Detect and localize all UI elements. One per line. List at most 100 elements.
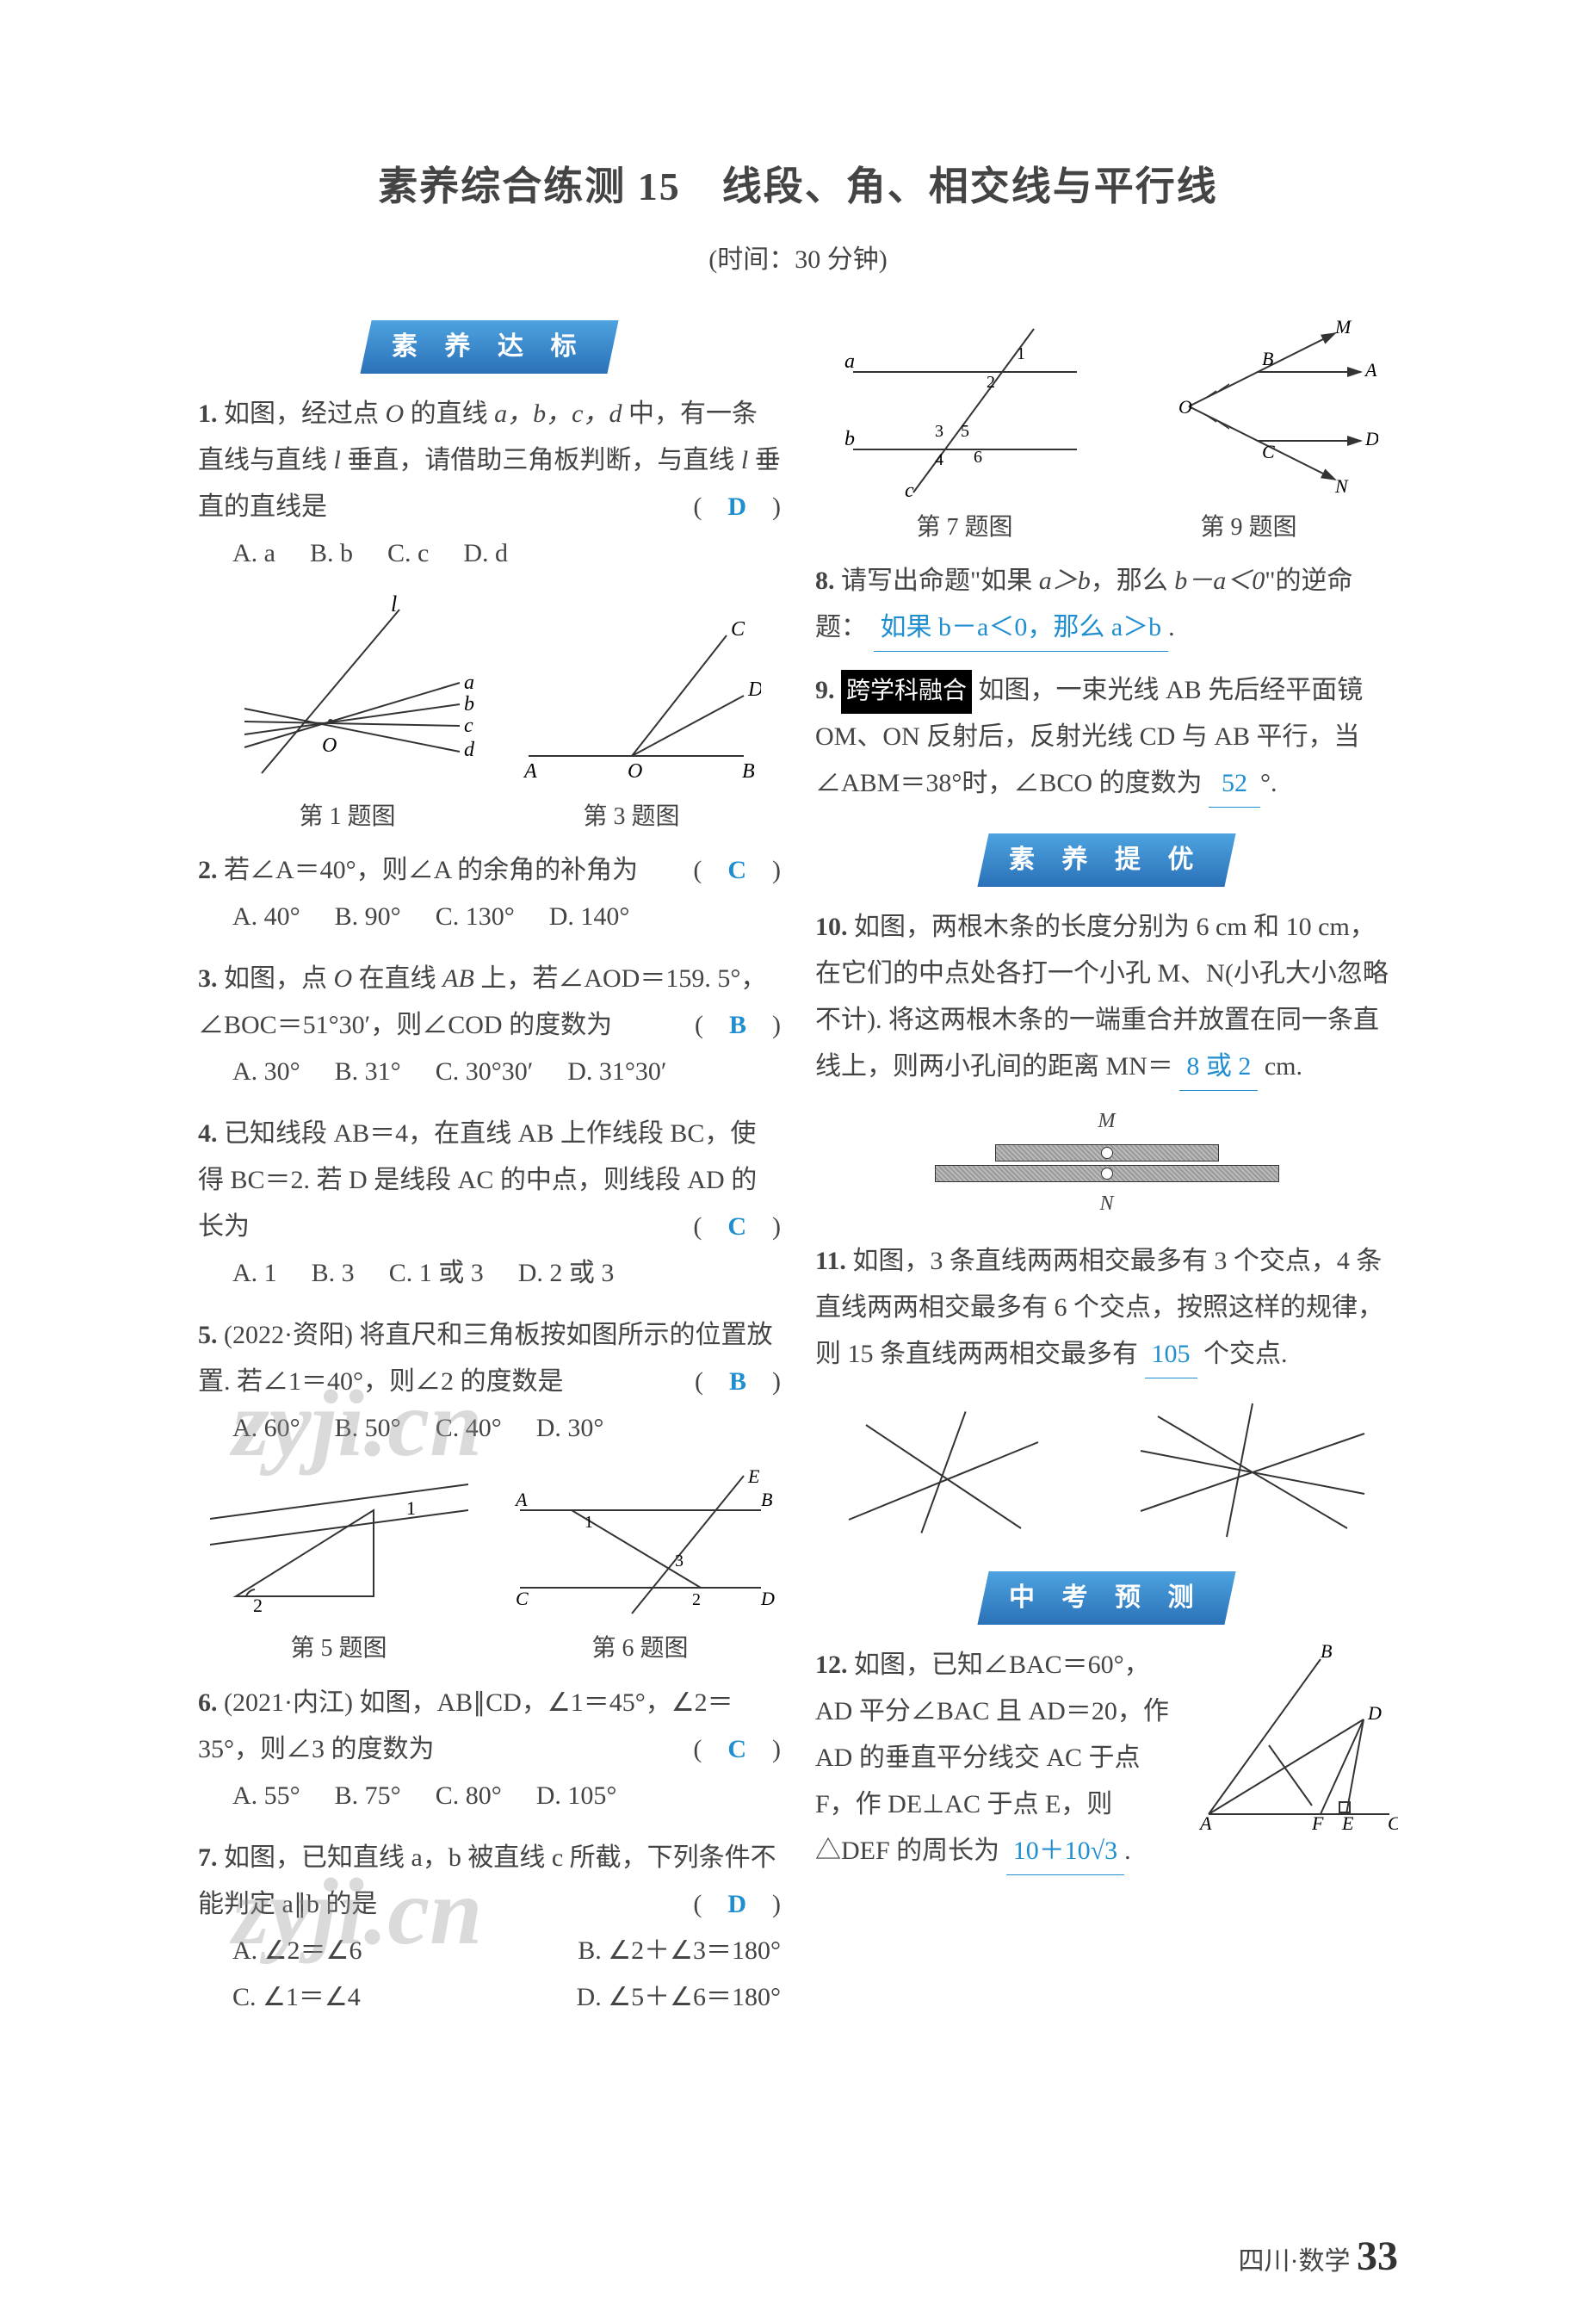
q2-choice-d: D. 140° (549, 894, 630, 940)
q10-unit: cm. (1258, 1052, 1302, 1081)
q11-num: 11. (815, 1247, 846, 1275)
q7-num: 7. (198, 1843, 218, 1872)
svg-text:N: N (1334, 475, 1349, 497)
svg-text:1: 1 (406, 1497, 416, 1519)
svg-text:d: d (464, 739, 475, 761)
svg-text:O: O (628, 760, 642, 783)
svg-text:B: B (1262, 348, 1273, 369)
q3-choice-a: A. 30° (232, 1049, 300, 1095)
q1-num: 1. (198, 400, 218, 428)
svg-text:B: B (742, 760, 755, 783)
q7-choice-d: D. ∠5＋∠6＝180° (577, 1974, 781, 2021)
fig1-caption: 第 1 题图 (219, 796, 477, 839)
fig3-caption: 第 3 题图 (503, 796, 761, 839)
question-1: 1. 如图，经过点 O 的直线 a，b，c，d 中，有一条直线与直线 l 垂直，… (198, 391, 781, 577)
q2-num: 2. (198, 856, 218, 884)
svg-text:A: A (1364, 359, 1377, 381)
q7-choice-b: B. ∠2＋∠3＝180° (578, 1928, 781, 1974)
q8-num: 8. (815, 567, 835, 595)
svg-text:O: O (322, 734, 337, 757)
q5-answer-paren: ( B ) (695, 1359, 781, 1405)
figure-5: 2 1 第 5 题图 (201, 1467, 477, 1670)
q3-answer-paren: ( B ) (695, 1002, 781, 1049)
fig10-label-n: N (815, 1186, 1398, 1223)
question-7: zyji.cn 7. 如图，已知直线 a，b 被直线 c 所截，下列条件不能判定… (198, 1835, 781, 2021)
q4-choices: A. 1 B. 3 C. 1 或 3 D. 2 或 3 (232, 1250, 781, 1297)
q3-choice-c: C. 30°30′ (436, 1049, 534, 1095)
q5-num: 5. (198, 1321, 218, 1349)
q6-choices: A. 55° B. 75° C. 80° D. 105° (232, 1773, 781, 1819)
fig10-label-m: M (815, 1103, 1398, 1140)
svg-text:B: B (761, 1489, 772, 1510)
svg-text:F: F (1311, 1812, 1324, 1834)
q6-choice-d: D. 105° (536, 1773, 617, 1819)
q3-choice-d: D. 31°30′ (567, 1049, 666, 1095)
svg-text:b: b (844, 428, 855, 450)
q9-num: 9. (815, 676, 835, 704)
q6-choice-c: C. 80° (436, 1773, 502, 1819)
figure-6: A B C D E 1 3 2 第 6 题图 (503, 1467, 778, 1670)
fig7-caption: 第 7 题图 (836, 506, 1094, 549)
q1-choice-a: A. a (232, 530, 275, 577)
svg-text:C: C (731, 618, 745, 641)
footer-label: 四川·数学 (1239, 2247, 1351, 2276)
figure-row-1-3: l a b c d O 第 1 题图 A O (198, 592, 781, 839)
q9-tag: 跨学科融合 (841, 670, 972, 713)
svg-text:M: M (1334, 320, 1352, 338)
left-column: 素 养 达 标 1. 如图，经过点 O 的直线 a，b，c，d 中，有一条直线与… (198, 310, 781, 2036)
q5-choice-c: C. 40° (436, 1405, 502, 1452)
q7-choice-c: C. ∠1＝∠4 (232, 1974, 361, 2021)
q4-answer-paren: ( C ) (693, 1204, 781, 1250)
svg-text:3: 3 (675, 1552, 684, 1570)
svg-text:1: 1 (585, 1513, 593, 1532)
q4-choice-c: C. 1 或 3 (389, 1250, 484, 1297)
q4-choice-b: B. 3 (312, 1250, 355, 1297)
q12-num: 12. (815, 1651, 848, 1679)
q4-choice-a: A. 1 (232, 1250, 277, 1297)
question-8: 8. 请写出命题"如果 a＞b，那么 b－a＜0"的逆命题： 如果 b－a＜0，… (815, 558, 1398, 652)
right-column: a b c 1 2 5 6 3 4 第 7 题图 (815, 310, 1398, 2036)
q10-num: 10. (815, 913, 848, 941)
q10-blank: 8 或 2 (1179, 1044, 1258, 1091)
q2-answer-paren: ( C ) (693, 847, 781, 894)
svg-text:A: A (523, 760, 537, 783)
q8-blank: 如果 b－a＜0，那么 a＞b (874, 604, 1169, 652)
svg-text:O: O (1178, 396, 1192, 418)
q2-text: 若∠A＝40°，则∠A 的余角的补角为 (224, 856, 638, 884)
section-banner-2: 素 养 提 优 (978, 833, 1236, 887)
q2-choices: A. 40° B. 90° C. 130° D. 140° (232, 894, 781, 940)
q9-unit: °. (1260, 769, 1277, 797)
svg-text:5: 5 (961, 422, 969, 441)
fig6-caption: 第 6 题图 (503, 1627, 778, 1670)
svg-text:a: a (844, 350, 855, 373)
page-title: 素养综合练测 15 线段、角、相交线与平行线 (198, 155, 1398, 212)
svg-text:E: E (747, 1467, 760, 1487)
svg-text:c: c (905, 480, 914, 501)
svg-text:C: C (1262, 441, 1275, 462)
q6-answer-paren: ( C ) (693, 1726, 781, 1773)
figure-row-5-6: 2 1 第 5 题图 A B C D E (198, 1467, 781, 1670)
svg-text:A: A (1198, 1812, 1212, 1834)
q1-answer-paren: ( D ) (693, 484, 781, 530)
figure-12: A B C D F E (1191, 1642, 1398, 1840)
footer-page-number: 33 (1357, 2233, 1398, 2279)
fig9-caption: 第 9 题图 (1120, 506, 1378, 549)
page-footer: 四川·数学 33 (1239, 2233, 1399, 2280)
q11-text: 如图，3 条直线两两相交最多有 3 个交点，4 条直线两两相交最多有 6 个交点… (815, 1247, 1383, 1368)
q5-choice-a: A. 60° (232, 1405, 300, 1452)
svg-text:D: D (1367, 1702, 1382, 1724)
time-limit: (时间：30 分钟) (198, 238, 1398, 276)
svg-text:4: 4 (935, 450, 943, 469)
svg-text:A: A (514, 1489, 528, 1510)
svg-text:D: D (1364, 428, 1378, 449)
figure-9: M N O B A C D 第 9 题图 (1120, 320, 1378, 549)
q7-answer-paren: ( D ) (693, 1881, 781, 1928)
question-3: 3. 如图，点 O 在直线 AB 上，若∠AOD＝159. 5°，∠BOC＝51… (198, 956, 781, 1095)
figure-11 (815, 1391, 1398, 1546)
q6-num: 6. (198, 1688, 218, 1717)
svg-text:C: C (516, 1588, 529, 1609)
svg-text:2: 2 (987, 373, 995, 392)
question-5: zyji.cn 5. (2022·资阳) 将直尺和三角板按如图所示的位置放置. … (198, 1312, 781, 1452)
figure-1: l a b c d O 第 1 题图 (219, 592, 477, 839)
figure-10: M N (815, 1103, 1398, 1222)
